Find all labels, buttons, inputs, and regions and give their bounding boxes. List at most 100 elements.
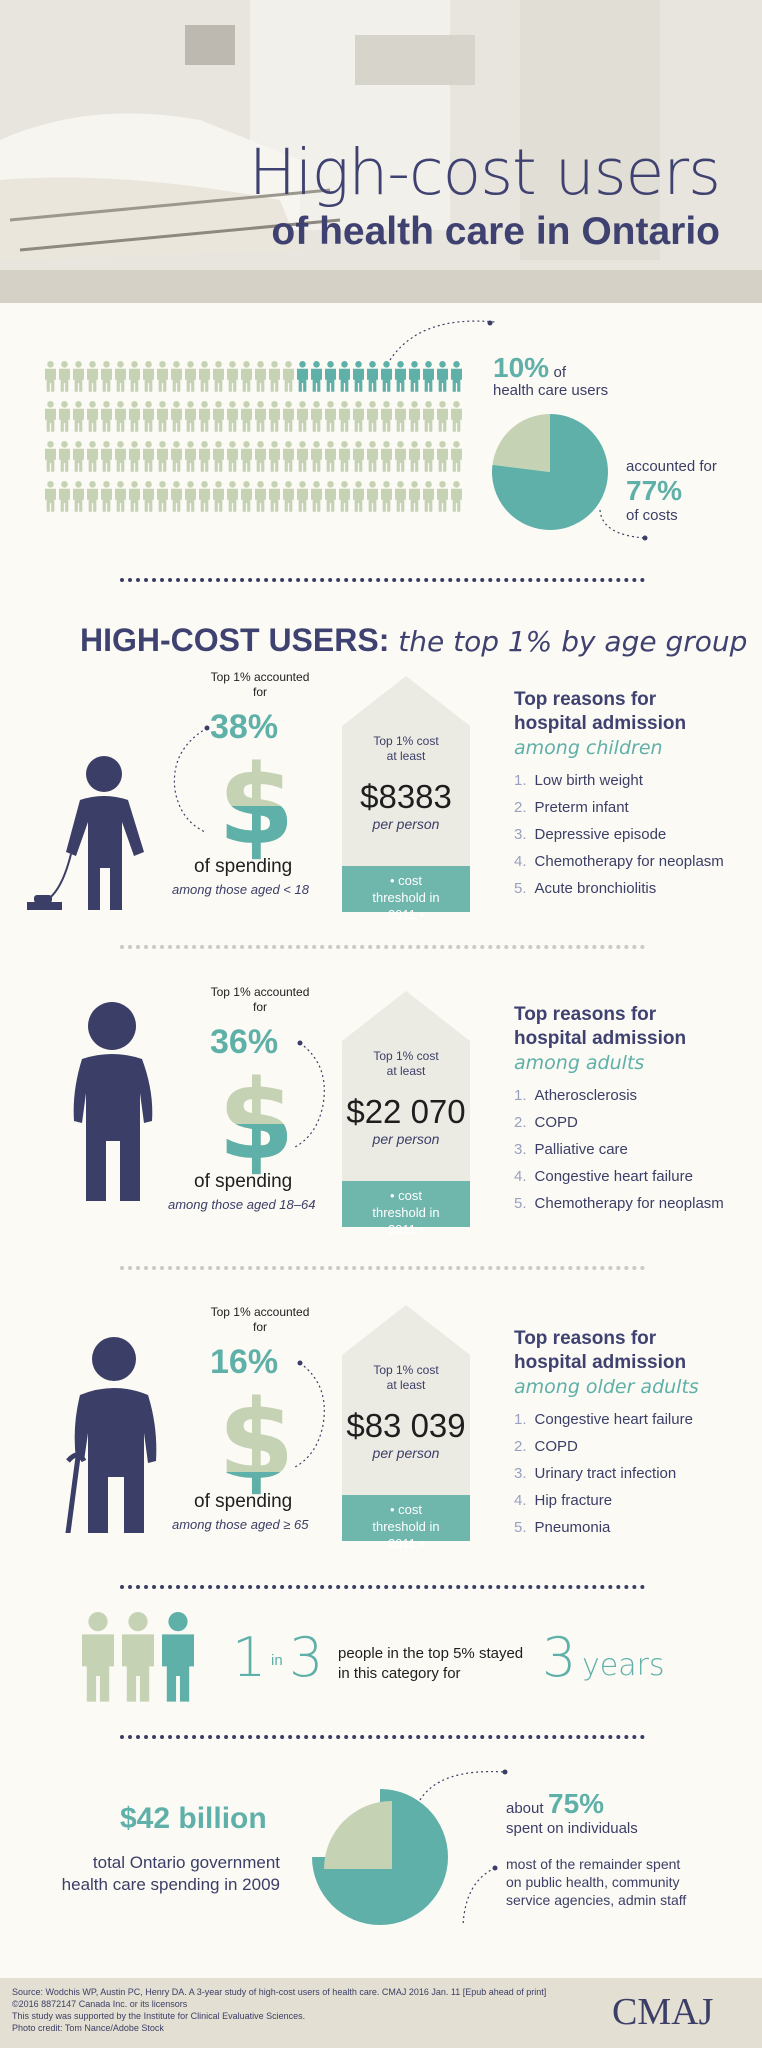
footer-copyright: ©2016 8872147 Canada Inc. or its licenso… bbox=[12, 1999, 188, 2009]
person-icon bbox=[353, 481, 364, 512]
age-range-label: among those aged ≥ 65 bbox=[172, 1517, 309, 1532]
person-icon bbox=[115, 361, 126, 392]
person-icon bbox=[115, 401, 126, 432]
person-icon bbox=[241, 441, 252, 472]
reasons-panel: Top reasons for hospital admission among… bbox=[514, 1327, 754, 1546]
person-icon bbox=[185, 481, 196, 512]
cost-value: $8383 bbox=[360, 778, 452, 815]
of-spending-label: of spending bbox=[194, 856, 293, 877]
person-icon bbox=[255, 481, 266, 512]
individuals-stat: about 75% spent on individuals bbox=[506, 1788, 638, 1837]
users-of: of bbox=[553, 364, 567, 381]
person-icon bbox=[381, 441, 392, 472]
person-icon bbox=[395, 401, 406, 432]
top-accounted-label: Top 1% accounted for bbox=[210, 670, 310, 699]
years-number: 3 bbox=[542, 1626, 577, 1689]
ratio-one: 1 bbox=[232, 1626, 267, 1689]
divider bbox=[120, 1585, 645, 1589]
person-icon bbox=[59, 441, 70, 472]
person-icon bbox=[101, 401, 112, 432]
users-pct: 10% bbox=[493, 352, 550, 383]
person-icon bbox=[423, 481, 434, 512]
person-icon bbox=[283, 401, 294, 432]
users-label: health care users bbox=[493, 382, 609, 399]
reasons-list: 1. Low birth weight 2. Preterm infant 3. Depr… bbox=[514, 772, 754, 907]
connector-line-icon bbox=[599, 509, 648, 541]
reason-item: 1. Low birth weight bbox=[514, 772, 643, 789]
reason-item: 1. Atherosclerosis bbox=[514, 1087, 638, 1104]
person-icon bbox=[241, 481, 252, 512]
section-title-main: HIGH-COST USERS: bbox=[80, 622, 390, 658]
top-accounted-label: Top 1% accounted for bbox=[210, 1305, 310, 1334]
person-icon bbox=[353, 441, 364, 472]
person-icon bbox=[297, 441, 308, 472]
person-icon bbox=[367, 481, 378, 512]
person-icon bbox=[73, 481, 84, 512]
person-icon bbox=[283, 481, 294, 512]
person-icon bbox=[395, 441, 406, 472]
spending-pie-chart bbox=[312, 1789, 448, 1925]
person-icon bbox=[157, 361, 168, 392]
reason-item: 5. Chemotherapy for neoplasm bbox=[514, 1195, 724, 1212]
person-icon bbox=[87, 401, 98, 432]
person-icon bbox=[143, 481, 154, 512]
reasons-list: 1. Congestive heart failure 2. COPD 3. Urinar… bbox=[514, 1411, 754, 1546]
person-icon bbox=[241, 401, 252, 432]
person-icon bbox=[451, 441, 462, 472]
person-icon bbox=[115, 441, 126, 472]
threshold-label: • cost threshold in 2011 • bbox=[342, 1181, 470, 1237]
group-older-adults: Top 1% accounted for 16% $ $ of spending… bbox=[0, 1305, 762, 1555]
person-icon bbox=[143, 401, 154, 432]
reasons-list: 1. Atherosclerosis 2. COPD 3. Palliative care… bbox=[514, 1087, 754, 1222]
person-icon bbox=[451, 401, 462, 432]
persistence-text: people in the top 5% stayed in this cate… bbox=[338, 1645, 524, 1682]
person-icon bbox=[45, 441, 56, 472]
reason-item: 3. Palliative care bbox=[514, 1141, 628, 1158]
age-range-label: among those aged 18–64 bbox=[168, 1197, 316, 1212]
dollar-icon: $ $ bbox=[218, 750, 288, 860]
person-icon bbox=[255, 441, 266, 472]
connector-line-icon bbox=[419, 1769, 508, 1801]
footer-support: This study was supported by the Institut… bbox=[12, 2011, 306, 2021]
footer-photo-credit: Photo credit: Tom Nance/Adobe Stock bbox=[12, 2023, 164, 2033]
person-icon bbox=[199, 401, 210, 432]
person-icon bbox=[325, 361, 336, 392]
person-icon bbox=[185, 401, 196, 432]
person-icon bbox=[437, 361, 448, 392]
person-icon bbox=[185, 441, 196, 472]
page-title-line2: of health care in Ontario bbox=[271, 210, 720, 253]
child-figure-icon bbox=[27, 756, 144, 910]
person-icon bbox=[157, 441, 168, 472]
costs-label: of costs bbox=[626, 507, 678, 524]
person-icon bbox=[381, 481, 392, 512]
person-icon bbox=[213, 401, 224, 432]
person-icon bbox=[381, 401, 392, 432]
person-icon bbox=[325, 481, 336, 512]
reason-item: 4. Hip fracture bbox=[514, 1492, 613, 1509]
connector-line-icon bbox=[173, 725, 210, 833]
person-icon bbox=[269, 441, 280, 472]
spending-pct: 16% bbox=[210, 1343, 279, 1381]
costs-stat: accounted for 77% of costs bbox=[626, 458, 717, 524]
person-icon bbox=[82, 1612, 114, 1702]
reason-item: 2. COPD bbox=[514, 1438, 578, 1455]
divider bbox=[120, 1266, 645, 1270]
person-icon bbox=[339, 361, 350, 392]
spending-pct: 36% bbox=[210, 1023, 279, 1061]
people-grid-icon bbox=[45, 361, 462, 512]
reason-item: 3. Urinary tract infection bbox=[514, 1465, 677, 1482]
threshold-label: • cost threshold in 2011 • bbox=[342, 1495, 470, 1551]
person-icon bbox=[381, 361, 392, 392]
person-icon bbox=[129, 401, 140, 432]
section-title-sub: the top 1% by age group bbox=[398, 625, 748, 658]
person-icon bbox=[157, 401, 168, 432]
person-icon bbox=[227, 361, 238, 392]
person-icon bbox=[283, 441, 294, 472]
person-icon bbox=[185, 361, 196, 392]
person-icon bbox=[409, 481, 420, 512]
person-icon bbox=[227, 441, 238, 472]
individuals-pct: 75% bbox=[548, 1788, 605, 1819]
person-icon bbox=[101, 441, 112, 472]
reason-item: 3. Depressive episode bbox=[514, 826, 667, 843]
spending-description: total Ontario government health care spe… bbox=[61, 1853, 280, 1894]
